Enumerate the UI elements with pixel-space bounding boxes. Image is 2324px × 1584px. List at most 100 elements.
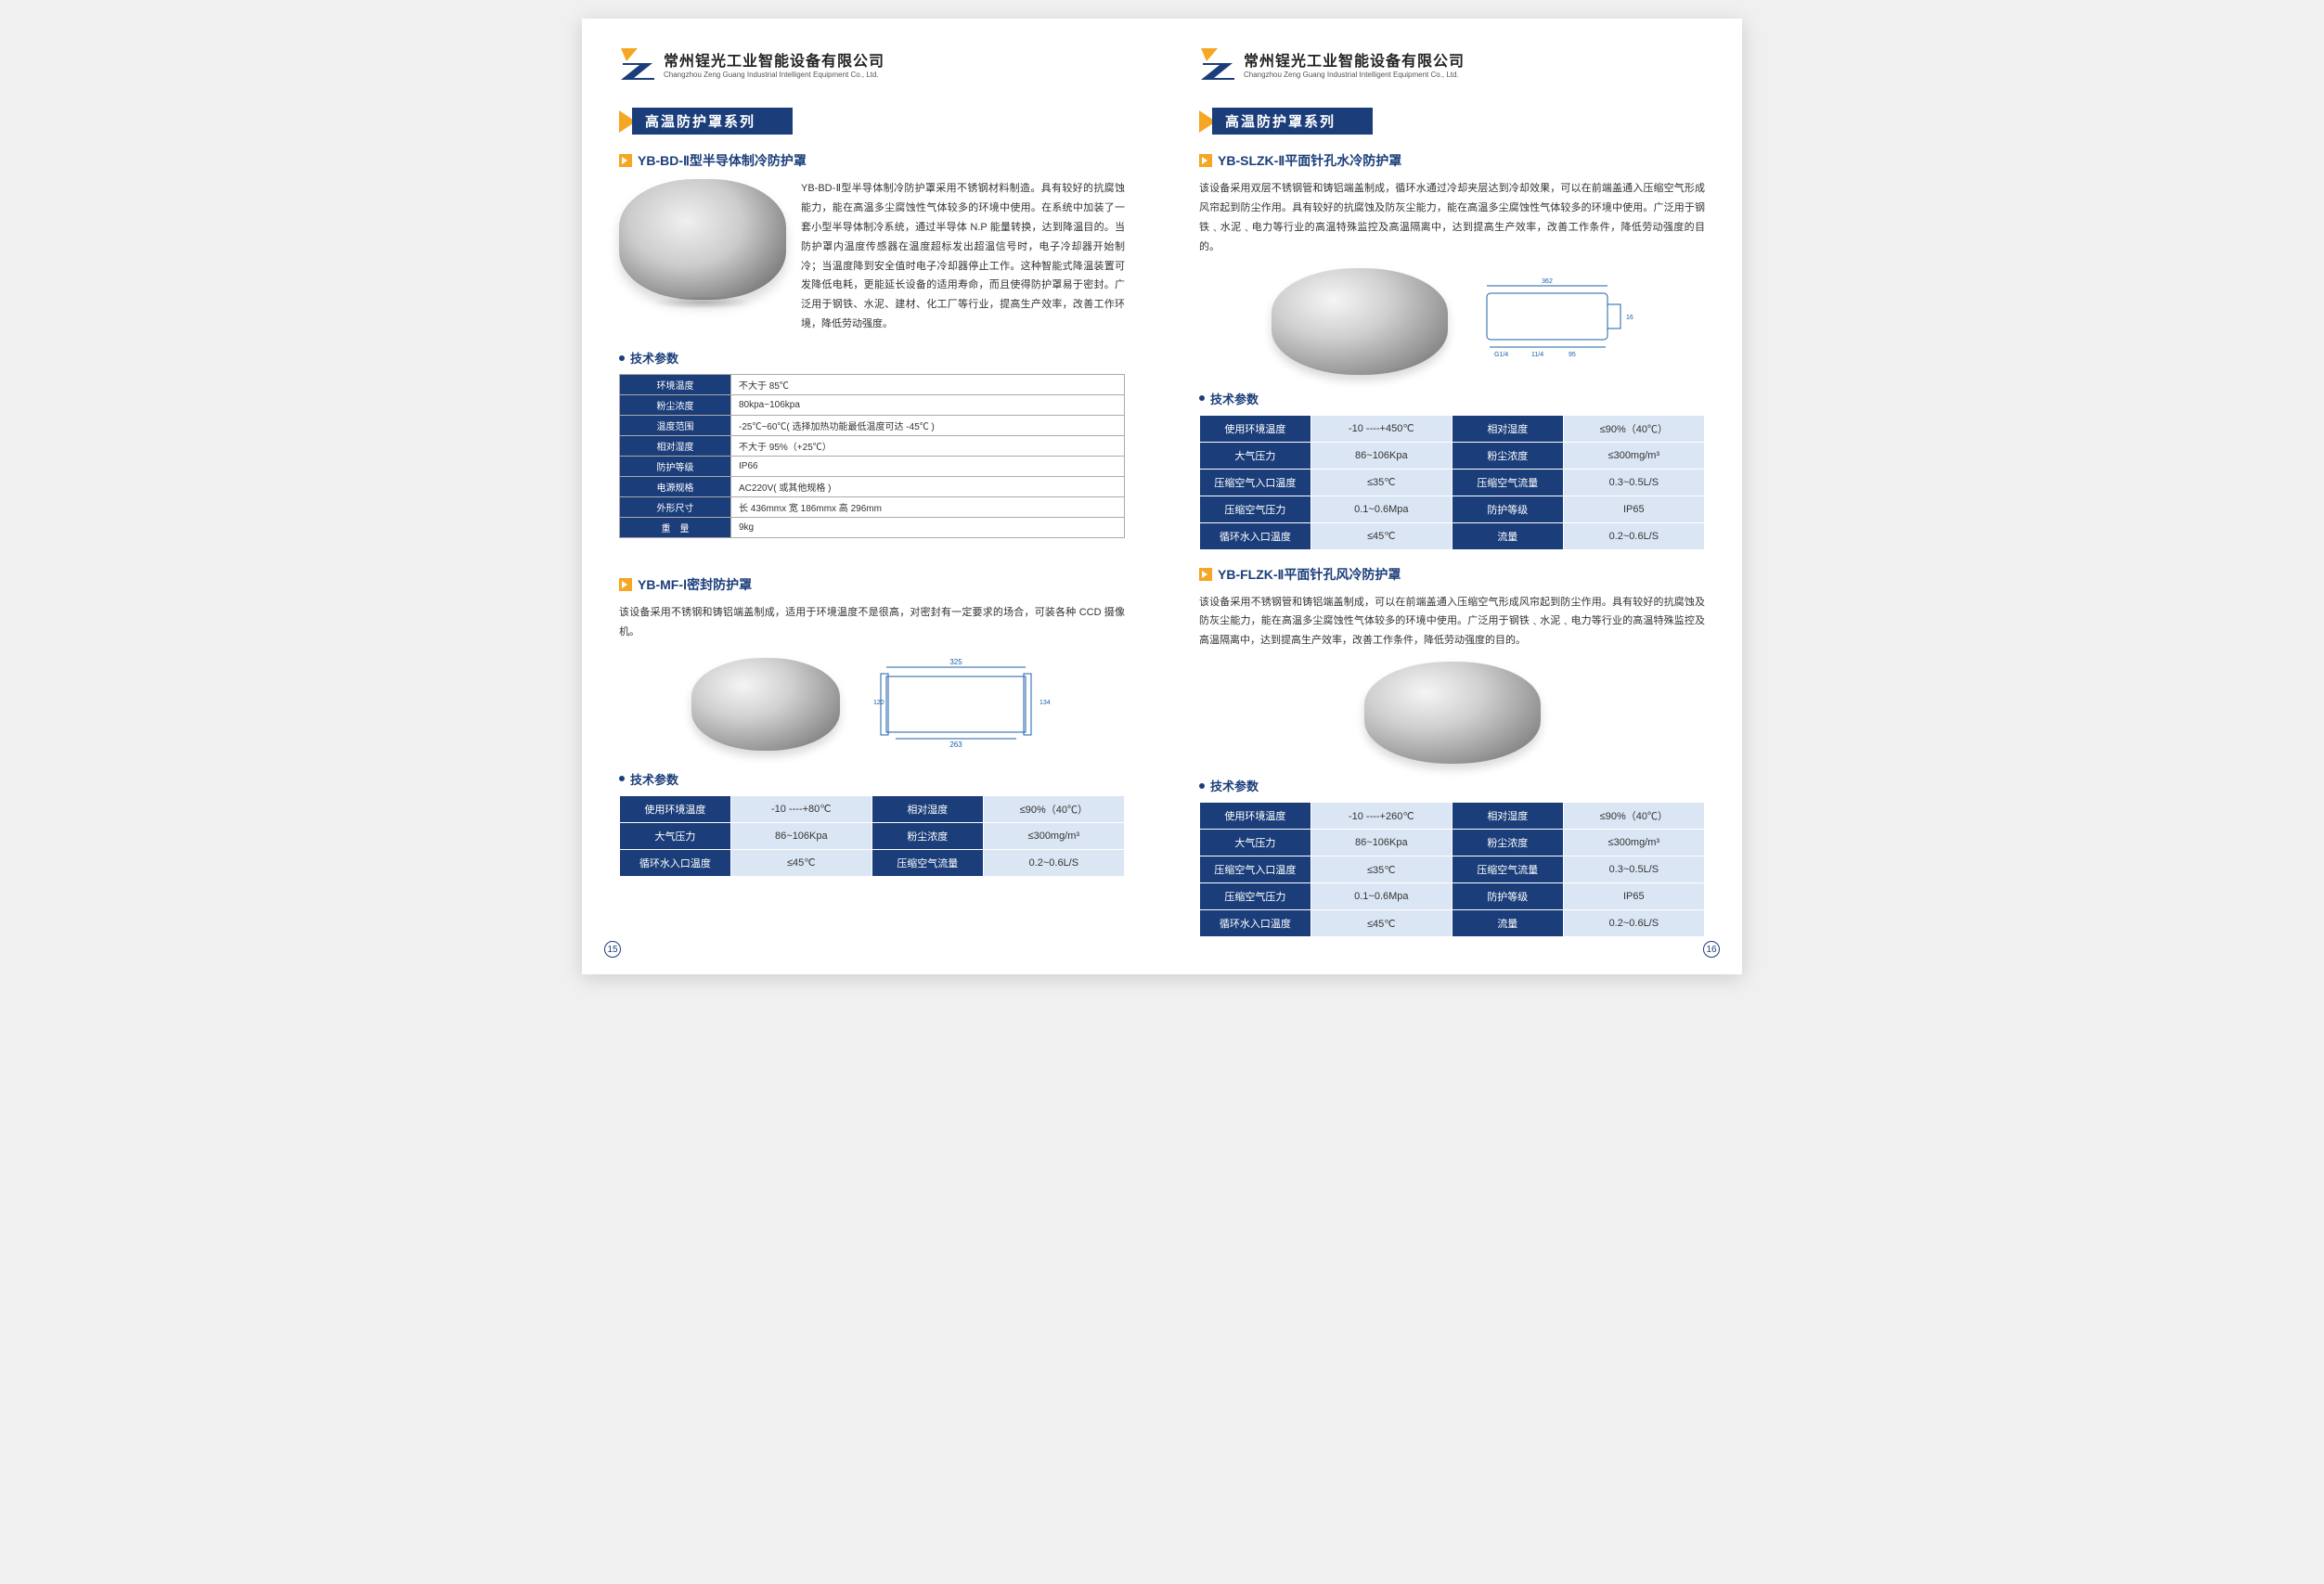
spec-key: 大气压力 bbox=[620, 822, 731, 849]
product-image bbox=[1364, 662, 1541, 764]
spec-value: 不大于 85℃ bbox=[731, 375, 1125, 395]
product-desc: 该设备采用双层不锈钢管和铸铝端盖制成，循环水通过冷却夹层达到冷却效果，可以在前端… bbox=[1199, 179, 1705, 257]
spec-value: ≤90%（40℃） bbox=[983, 795, 1124, 822]
spec-key: 粉尘浓度 bbox=[1452, 830, 1563, 856]
spec-key: 循环水入口温度 bbox=[1200, 522, 1311, 549]
product-title: YB-SLZK-Ⅱ平面针孔水冷防护罩 bbox=[1218, 151, 1401, 170]
arrow-icon bbox=[619, 578, 632, 591]
header-logo: 常州锃光工业智能设备有限公司 Changzhou Zeng Guang Indu… bbox=[1199, 46, 1705, 80]
product-desc: 该设备采用不锈钢和铸铝端盖制成，适用于环境温度不是很高，对密封有一定要求的场合，… bbox=[619, 603, 1125, 642]
spec-value: ≤45℃ bbox=[1310, 910, 1452, 937]
spec-value: 80kpa~106kpa bbox=[731, 395, 1125, 416]
spec-key: 流量 bbox=[1452, 910, 1563, 937]
spec-value: 86~106Kpa bbox=[730, 822, 872, 849]
spec-key: 相对湿度 bbox=[620, 436, 731, 457]
spec-value: 长 436mmx 宽 186mmx 高 296mm bbox=[731, 497, 1125, 518]
svg-text:11/4: 11/4 bbox=[1531, 352, 1543, 358]
spec-key: 压缩空气流量 bbox=[872, 849, 983, 876]
spec-key: 循环水入口温度 bbox=[620, 849, 731, 876]
series-header: 高温防护罩系列 bbox=[1199, 108, 1705, 135]
spec-heading: 技术参数 bbox=[1210, 390, 1259, 407]
product-image bbox=[619, 179, 786, 300]
spec-value: 0.2~0.6L/S bbox=[1563, 910, 1704, 937]
spec-key: 循环水入口温度 bbox=[1200, 910, 1311, 937]
product-desc: YB-BD-Ⅱ型半导体制冷防护罩采用不锈钢材料制造。具有较好的抗腐蚀能力，能在高… bbox=[801, 179, 1125, 334]
svg-text:325: 325 bbox=[949, 658, 962, 666]
series-label: 高温防护罩系列 bbox=[632, 108, 793, 135]
svg-text:G1/4: G1/4 bbox=[1494, 352, 1508, 358]
spec-key: 大气压力 bbox=[1200, 830, 1311, 856]
spec-value: ≤45℃ bbox=[730, 849, 872, 876]
spec-value: 0.1~0.6Mpa bbox=[1310, 883, 1452, 910]
spec-table: 环境温度不大于 85℃粉尘浓度80kpa~106kpa温度范围-25℃~60℃(… bbox=[619, 374, 1125, 538]
spec-key: 粉尘浓度 bbox=[1452, 442, 1563, 469]
svg-text:362: 362 bbox=[1542, 278, 1553, 285]
company-name-cn: 常州锃光工业智能设备有限公司 bbox=[664, 48, 884, 71]
spec-key: 粉尘浓度 bbox=[872, 822, 983, 849]
spec-key: 使用环境温度 bbox=[620, 795, 731, 822]
product-title: YB-FLZK-Ⅱ平面针孔风冷防护罩 bbox=[1218, 565, 1401, 584]
arrow-icon bbox=[619, 154, 632, 167]
spec-value: ≤300mg/m³ bbox=[1563, 442, 1704, 469]
spec-value: IP66 bbox=[731, 457, 1125, 477]
spec-value: ≤90%（40℃） bbox=[1563, 415, 1704, 442]
spec-heading: 技术参数 bbox=[1210, 777, 1259, 794]
spec-value: 0.2~0.6L/S bbox=[983, 849, 1124, 876]
svg-text:134: 134 bbox=[1039, 700, 1051, 706]
page-left: 常州锃光工业智能设备有限公司 Changzhou Zeng Guang Indu… bbox=[582, 19, 1162, 974]
arrow-icon bbox=[1199, 568, 1212, 581]
spec-key: 电源规格 bbox=[620, 477, 731, 497]
spec-key: 流量 bbox=[1452, 522, 1563, 549]
bullet-icon bbox=[619, 355, 625, 361]
dimension-diagram: 325 263 134 120 bbox=[868, 653, 1053, 755]
spec-key: 环境温度 bbox=[620, 375, 731, 395]
spec-value: ≤35℃ bbox=[1310, 856, 1452, 883]
spec-key: 防护等级 bbox=[1452, 883, 1563, 910]
spec-value: IP65 bbox=[1563, 883, 1704, 910]
product-desc: 该设备采用不锈钢管和铸铝端盖制成，可以在前端盖通入压缩空气形成风帘起到防尘作用。… bbox=[1199, 593, 1705, 651]
spec-value: ≤45℃ bbox=[1310, 522, 1452, 549]
logo-icon bbox=[1199, 46, 1236, 80]
product-image bbox=[691, 658, 840, 751]
arrow-icon bbox=[1199, 154, 1212, 167]
spec-value: 9kg bbox=[731, 518, 1125, 538]
spec-key: 大气压力 bbox=[1200, 442, 1311, 469]
spec-key: 防护等级 bbox=[1452, 496, 1563, 522]
series-header: 高温防护罩系列 bbox=[619, 108, 1125, 135]
page-right: 常州锃光工业智能设备有限公司 Changzhou Zeng Guang Indu… bbox=[1162, 19, 1742, 974]
spec-value: -25℃~60℃( 选择加热功能最低温度可达 -45℃ ) bbox=[731, 416, 1125, 436]
spec-value: 86~106Kpa bbox=[1310, 830, 1452, 856]
spec-key: 压缩空气入口温度 bbox=[1200, 469, 1311, 496]
spec-value: IP65 bbox=[1563, 496, 1704, 522]
svg-text:120: 120 bbox=[873, 700, 884, 706]
bullet-icon bbox=[619, 776, 625, 781]
spec-key: 使用环境温度 bbox=[1200, 803, 1311, 830]
spec-key: 温度范围 bbox=[620, 416, 731, 436]
spec-value: 0.3~0.5L/S bbox=[1563, 469, 1704, 496]
spec-key: 外形尺寸 bbox=[620, 497, 731, 518]
company-name-en: Changzhou Zeng Guang Industrial Intellig… bbox=[664, 71, 884, 79]
spec-value: ≤35℃ bbox=[1310, 469, 1452, 496]
svg-text:263: 263 bbox=[949, 740, 962, 749]
spec-key: 压缩空气压力 bbox=[1200, 883, 1311, 910]
spec-key: 相对湿度 bbox=[1452, 415, 1563, 442]
spec-key: 相对湿度 bbox=[1452, 803, 1563, 830]
bullet-icon bbox=[1199, 395, 1205, 401]
spec-value: ≤90%（40℃） bbox=[1563, 803, 1704, 830]
page-number: 16 bbox=[1703, 941, 1720, 958]
product-title: YB-MF-Ⅰ密封防护罩 bbox=[638, 575, 752, 594]
series-label: 高温防护罩系列 bbox=[1212, 108, 1373, 135]
spec-key: 压缩空气入口温度 bbox=[1200, 856, 1311, 883]
spec-heading: 技术参数 bbox=[630, 349, 678, 367]
spec-value: -10 ----+450℃ bbox=[1310, 415, 1452, 442]
product-image bbox=[1272, 268, 1448, 375]
spec-value: ≤300mg/m³ bbox=[1563, 830, 1704, 856]
spec-value: AC220V( 或其他规格 ) bbox=[731, 477, 1125, 497]
spec-key: 压缩空气流量 bbox=[1452, 856, 1563, 883]
spec-key: 防护等级 bbox=[620, 457, 731, 477]
company-name-en: Changzhou Zeng Guang Industrial Intellig… bbox=[1244, 71, 1465, 79]
header-logo: 常州锃光工业智能设备有限公司 Changzhou Zeng Guang Indu… bbox=[619, 46, 1125, 80]
spec-key: 相对湿度 bbox=[872, 795, 983, 822]
spec-key: 压缩空气流量 bbox=[1452, 469, 1563, 496]
spec-value: ≤300mg/m³ bbox=[983, 822, 1124, 849]
